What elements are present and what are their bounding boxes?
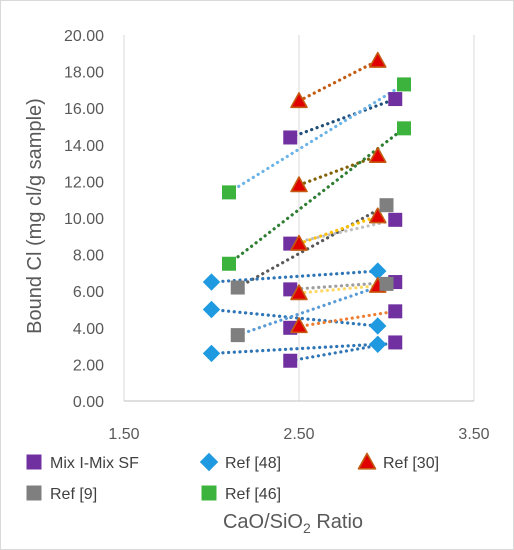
trendline <box>288 280 397 291</box>
legend-label: Ref [46] <box>225 486 281 503</box>
data-point <box>283 353 298 368</box>
legend: Mix I-Mix SF Ref [48] Ref [30] Ref [9] Ref [… <box>26 452 439 503</box>
trendline <box>288 97 397 140</box>
data-point <box>388 92 403 107</box>
data-point <box>230 280 245 295</box>
data-point <box>368 146 387 163</box>
legend-label: Ref [30] <box>383 455 439 472</box>
x-tick-label: 1.50 <box>108 426 139 443</box>
data-point <box>202 300 221 319</box>
data-point <box>369 335 387 353</box>
data-point <box>290 92 308 109</box>
data-point <box>202 344 221 363</box>
y-tick-label: 16.00 <box>64 101 104 118</box>
trendline <box>288 309 397 330</box>
legend-marker <box>201 485 217 501</box>
data-point <box>368 207 387 224</box>
data-point <box>290 284 308 301</box>
data-point <box>369 317 387 335</box>
y-tick-label: 8.00 <box>73 248 104 265</box>
trendline <box>297 154 380 187</box>
trendline <box>209 307 380 328</box>
data-point <box>283 130 298 145</box>
data-point <box>222 256 236 271</box>
x-axis-title-main: CaO/SiO <box>223 511 303 533</box>
x-axis-title: CaO/SiO2 Ratio <box>223 511 363 536</box>
legend-marker <box>26 454 42 470</box>
legend-marker <box>26 485 42 501</box>
data-point <box>397 121 411 136</box>
legend-marker <box>199 452 219 472</box>
data-point <box>230 328 245 343</box>
y-tick-label: 18.00 <box>64 65 104 82</box>
trendline <box>209 342 380 356</box>
x-axis-title-subscript: 2 <box>303 520 311 536</box>
data-point <box>202 273 221 291</box>
y-tick-label: 2.00 <box>73 357 104 374</box>
marker-layer <box>202 51 411 368</box>
y-tick-label: 20.00 <box>64 28 104 45</box>
data-point <box>290 234 308 251</box>
data-point <box>290 176 308 193</box>
y-tick-label: 4.00 <box>73 321 104 338</box>
y-tick-label: 14.00 <box>64 138 104 155</box>
trendline-layer <box>209 59 406 363</box>
y-tick-label: 0.00 <box>73 394 104 411</box>
y-tick-label: 12.00 <box>64 174 104 191</box>
trendline <box>288 340 397 363</box>
trendline <box>297 284 380 295</box>
y-tick-label: 10.00 <box>64 211 104 228</box>
trendline <box>227 82 406 194</box>
data-point <box>397 77 411 92</box>
trendline <box>297 59 380 103</box>
data-point <box>379 276 394 291</box>
legend-marker <box>357 452 377 470</box>
data-point <box>379 198 394 213</box>
y-tick-label: 6.00 <box>73 284 104 301</box>
trendline <box>288 218 397 246</box>
data-point <box>222 185 236 200</box>
trendline <box>209 269 380 284</box>
legend-label: Ref [9] <box>50 486 97 503</box>
data-point <box>388 304 403 319</box>
trendline <box>297 214 380 246</box>
y-axis-title: Bound Cl (mg cl/g sample) <box>24 98 46 334</box>
legend-label: Ref [48] <box>225 455 281 472</box>
data-point <box>388 335 403 350</box>
x-axis-title-suffix: Ratio <box>311 511 363 533</box>
data-point <box>388 212 403 227</box>
x-tick-label: 3.50 <box>458 426 489 443</box>
data-point <box>368 51 387 68</box>
trendline <box>236 203 389 290</box>
data-point <box>369 262 387 280</box>
data-point <box>290 317 308 334</box>
tick-label-layer: 1.50 2.50 3.50 0.00 2.00 4.00 6.00 8.00 10.00 12.… <box>64 28 490 443</box>
x-tick-label: 2.50 <box>283 426 314 443</box>
trendline <box>236 282 389 337</box>
grid-layer <box>123 35 475 401</box>
legend-label: Mix I-Mix SF <box>50 455 139 472</box>
